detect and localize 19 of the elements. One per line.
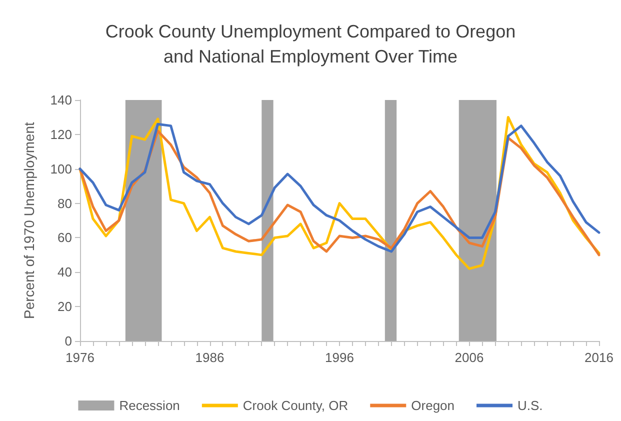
- y-tick-label: 40: [58, 264, 72, 280]
- y-tick-label: 60: [58, 230, 72, 246]
- legend-label: Crook County, OR: [242, 398, 348, 413]
- legend-label: Recession: [119, 398, 180, 413]
- legend-label: Oregon: [411, 398, 455, 413]
- y-tick-label: 20: [58, 299, 72, 314]
- x-tick-label: 2006: [454, 350, 484, 365]
- x-tick-label: 1976: [66, 350, 94, 365]
- x-tick-label: 2016: [584, 350, 614, 365]
- x-tick-label: 1996: [325, 350, 354, 365]
- y-axis-title: Percent of 1970 Unemployment: [21, 122, 37, 319]
- y-tick-label: 80: [58, 196, 72, 211]
- x-tick-label: 1986: [195, 350, 224, 365]
- y-tick-label: 120: [50, 126, 72, 142]
- y-tick-label: 140: [50, 92, 72, 108]
- y-tick-label: 0: [64, 334, 72, 348]
- chart-title: Crook County Unemployment Compared to Oregon and National Employment Over Time: [105, 22, 516, 66]
- legend-label: U.S.: [518, 398, 543, 413]
- y-tick-label: 100: [50, 161, 72, 176]
